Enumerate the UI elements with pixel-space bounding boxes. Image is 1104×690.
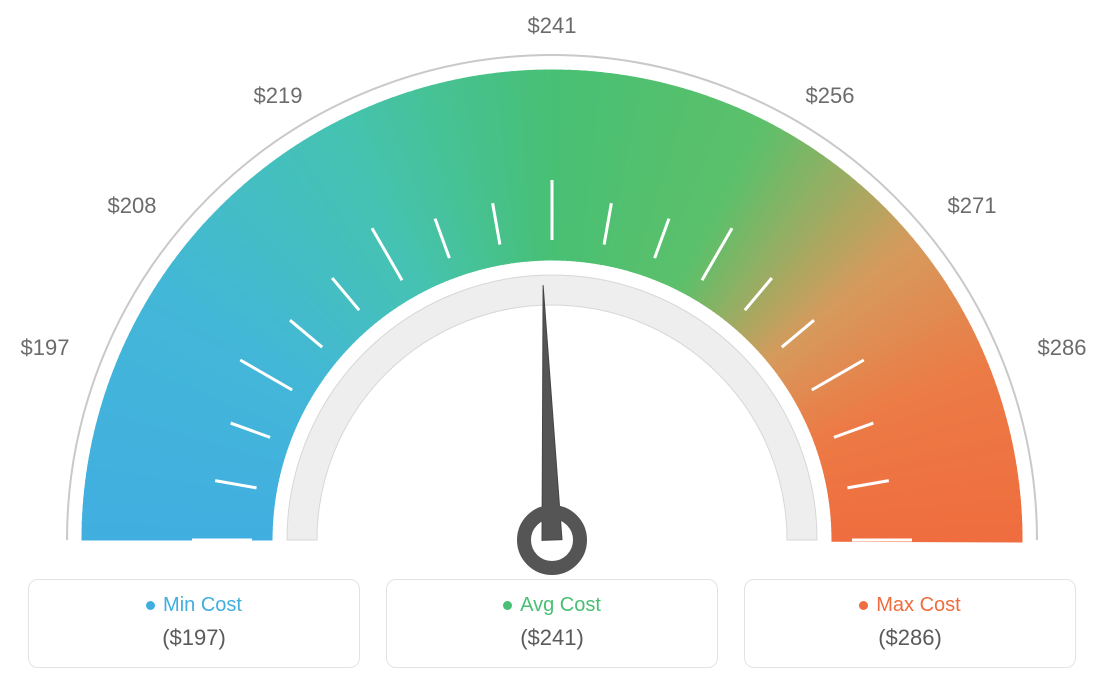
legend-card-min: Min Cost ($197): [28, 579, 360, 668]
legend-value-min: ($197): [39, 625, 349, 651]
legend-label-avg: Avg Cost: [520, 594, 601, 617]
legend-title-min: Min Cost: [146, 594, 242, 617]
tick-label-0: $197: [21, 335, 70, 361]
legend-dot-avg: [503, 601, 512, 610]
tick-label-3: $241: [528, 13, 577, 39]
tick-label-5: $271: [948, 193, 997, 219]
tick-label-4: $256: [806, 83, 855, 109]
legend-value-avg: ($241): [397, 625, 707, 651]
legend-dot-max: [859, 601, 868, 610]
legend-value-max: ($286): [755, 625, 1065, 651]
legend-label-min: Min Cost: [163, 594, 242, 617]
gauge-svg: [0, 0, 1104, 580]
legend-card-max: Max Cost ($286): [744, 579, 1076, 668]
legend-card-avg: Avg Cost ($241): [386, 579, 718, 668]
tick-label-2: $219: [254, 83, 303, 109]
tick-label-1: $208: [108, 193, 157, 219]
tick-label-6: $286: [1038, 335, 1087, 361]
legend-title-avg: Avg Cost: [503, 594, 601, 617]
legend-dot-min: [146, 601, 155, 610]
legend-label-max: Max Cost: [876, 594, 960, 617]
legend-row: Min Cost ($197) Avg Cost ($241) Max Cost…: [28, 579, 1076, 668]
gauge-chart: $197 $208 $219 $241 $256 $271 $286: [0, 0, 1104, 580]
legend-title-max: Max Cost: [859, 594, 960, 617]
